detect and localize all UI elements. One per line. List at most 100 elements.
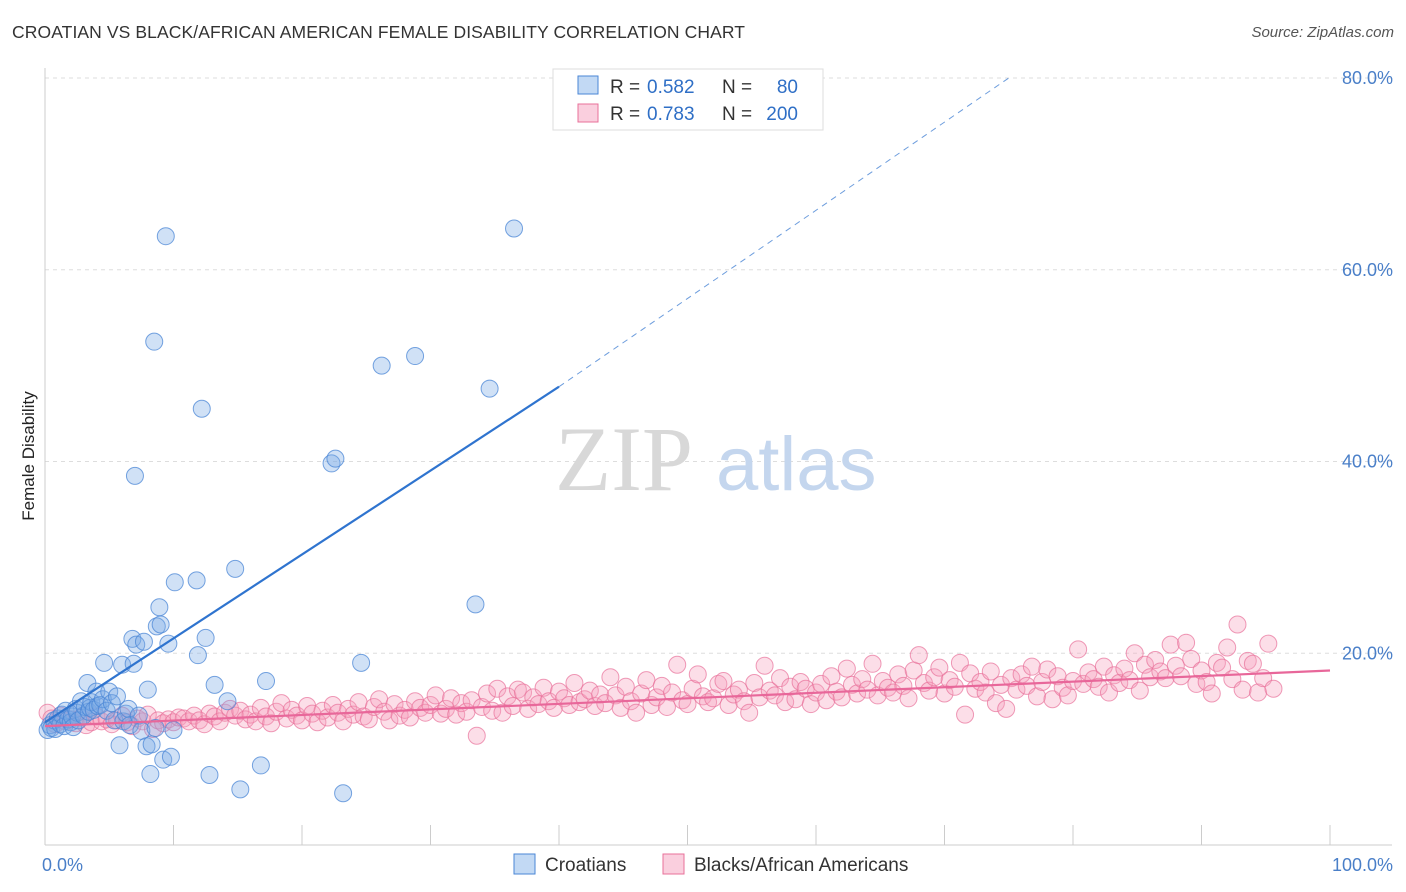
data-point-blacks	[1161, 635, 1180, 654]
data-point-croatians	[200, 766, 219, 785]
data-point-blacks	[909, 646, 928, 665]
data-point-blacks	[688, 665, 707, 684]
trendline-blacks	[44, 669, 1331, 728]
data-point-croatians	[120, 716, 139, 735]
data-point-blacks	[745, 673, 764, 692]
trendlines	[44, 77, 1331, 728]
legend-r-label: R =	[610, 104, 640, 125]
data-point-blacks	[801, 695, 820, 714]
data-point-croatians	[192, 399, 211, 418]
data-point-croatians	[145, 332, 164, 351]
data-point-blacks	[1089, 677, 1108, 696]
data-point-blacks	[411, 698, 430, 717]
data-point-blacks	[925, 668, 944, 687]
data-point-blacks	[1115, 659, 1134, 678]
data-point-blacks	[1264, 679, 1283, 698]
legend-n-value: 80	[777, 77, 798, 98]
x-tick-label-max: 100.0%	[1332, 855, 1393, 875]
data-point-blacks	[1202, 684, 1221, 703]
data-point-blacks	[1243, 654, 1262, 673]
data-point-blacks	[1125, 644, 1144, 663]
data-point-blacks	[889, 665, 908, 684]
data-point-blacks	[565, 673, 584, 692]
legend-swatch-pink	[577, 103, 599, 123]
data-point-blacks	[986, 694, 1005, 713]
data-point-croatians	[125, 466, 144, 485]
series-label-croatians: Croatians	[545, 855, 626, 876]
legend-n-label: N =	[722, 77, 752, 98]
data-point-croatians	[226, 559, 245, 578]
data-point-blacks	[853, 670, 872, 689]
data-point-blacks	[1249, 683, 1268, 702]
watermark-atlas: atlas	[716, 422, 877, 507]
source-label: Source: ZipAtlas.com	[1251, 24, 1394, 41]
data-point-blacks	[930, 658, 949, 677]
data-point-croatians	[352, 653, 371, 672]
data-point-croatians	[138, 680, 157, 699]
data-point-blacks	[164, 713, 183, 732]
data-point-blacks	[498, 687, 517, 706]
data-point-blacks	[426, 686, 445, 705]
series-legend-croatians[interactable]: Croatians	[513, 853, 626, 876]
data-point-blacks	[447, 705, 466, 724]
data-point-blacks	[1074, 674, 1093, 693]
data-point-blacks	[508, 680, 527, 699]
series-legend: Croatians Blacks/African Americans	[513, 853, 908, 876]
data-point-croatians	[505, 219, 524, 238]
data-point-blacks	[1197, 673, 1216, 692]
series-legend-blacks[interactable]: Blacks/African Americans	[662, 853, 908, 876]
data-point-blacks	[1146, 650, 1165, 669]
legend-row-blacks: R = 0.783 N = 200	[577, 103, 798, 125]
data-point-blacks	[205, 707, 224, 726]
data-point-blacks	[1038, 660, 1057, 679]
chart-title: CROATIAN VS BLACK/AFRICAN AMERICAN FEMAL…	[12, 22, 746, 42]
data-point-croatians	[141, 765, 160, 784]
data-point-blacks	[1043, 690, 1062, 709]
trendline-croatians	[44, 385, 560, 724]
data-point-croatians	[150, 598, 169, 617]
data-point-blacks	[488, 679, 507, 698]
data-point-blacks	[1207, 653, 1226, 672]
data-point-croatians	[142, 735, 161, 754]
data-point-croatians	[334, 784, 353, 803]
correlation-legend: R = 0.582 N = 80 R = 0.783 N = 200	[552, 68, 824, 131]
data-point-blacks	[493, 703, 512, 722]
data-point-blacks	[740, 703, 759, 722]
data-point-blacks	[981, 662, 1000, 681]
legend-n-label: N =	[722, 104, 752, 125]
data-point-blacks	[1069, 640, 1088, 659]
data-point-blacks	[1228, 615, 1247, 634]
legend-r-value: 0.582	[647, 77, 695, 98]
tick-labels: 20.0% 40.0% 60.0% 80.0% 0.0% 100.0%	[42, 68, 1393, 875]
data-point-croatians	[196, 628, 215, 647]
data-point-croatians	[326, 449, 345, 468]
data-point-blacks	[277, 709, 296, 728]
legend-row-croatians: R = 0.582 N = 80	[577, 75, 798, 98]
data-point-croatians	[231, 780, 250, 799]
data-point-croatians	[164, 720, 183, 739]
data-point-croatians	[107, 687, 126, 706]
data-point-blacks	[997, 699, 1016, 718]
data-point-blacks	[174, 709, 193, 728]
x-tick-label-min: 0.0%	[42, 855, 83, 875]
trendline-croatians-extension	[558, 77, 1010, 388]
data-point-blacks	[231, 701, 250, 720]
y-tick-label: 20.0%	[1342, 643, 1393, 663]
data-point-blacks	[1022, 657, 1041, 676]
y-tick-label: 80.0%	[1342, 68, 1393, 88]
data-point-blacks	[616, 677, 635, 696]
legend-n-value: 200	[766, 104, 798, 125]
data-point-blacks	[637, 671, 656, 690]
data-point-blacks	[899, 689, 918, 708]
series-swatch-pink	[662, 853, 685, 875]
series-label-blacks: Blacks/African Americans	[694, 855, 908, 876]
data-point-blacks	[1002, 669, 1021, 688]
data-point-blacks	[534, 678, 553, 697]
data-point-blacks	[138, 705, 157, 724]
data-point-croatians	[251, 756, 270, 775]
data-point-blacks	[1259, 634, 1278, 653]
data-point-blacks	[627, 703, 646, 722]
data-point-croatians	[129, 706, 148, 725]
data-point-blacks	[920, 681, 939, 700]
